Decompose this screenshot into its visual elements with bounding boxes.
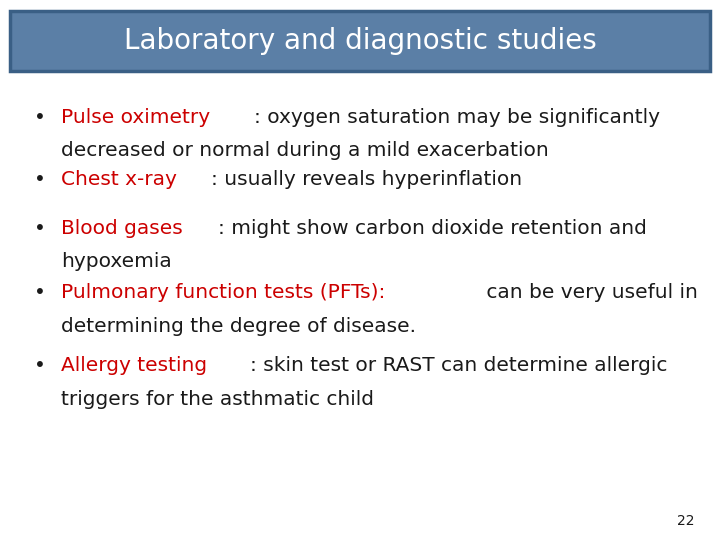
Text: Chest x-ray: Chest x-ray: [61, 170, 177, 189]
Text: : might show carbon dioxide retention and: : might show carbon dioxide retention an…: [218, 219, 647, 238]
Text: : skin test or RAST can determine allergic: : skin test or RAST can determine allerg…: [250, 356, 667, 375]
Text: Blood gases: Blood gases: [61, 219, 183, 238]
Text: triggers for the asthmatic child: triggers for the asthmatic child: [61, 390, 374, 409]
Text: •: •: [34, 284, 45, 302]
Text: hypoxemia: hypoxemia: [61, 252, 172, 271]
Text: Pulse oximetry: Pulse oximetry: [61, 108, 210, 127]
Text: can be very useful in: can be very useful in: [480, 284, 698, 302]
Text: •: •: [34, 219, 45, 238]
Text: : usually reveals hyperinflation: : usually reveals hyperinflation: [211, 170, 522, 189]
Text: : oxygen saturation may be significantly: : oxygen saturation may be significantly: [253, 108, 660, 127]
Text: •: •: [34, 356, 45, 375]
Text: Pulmonary function tests (PFTs):: Pulmonary function tests (PFTs):: [61, 284, 386, 302]
Text: •: •: [34, 170, 45, 189]
Text: Allergy testing: Allergy testing: [61, 356, 207, 375]
Text: determining the degree of disease.: determining the degree of disease.: [61, 317, 416, 336]
Text: •: •: [34, 108, 45, 127]
Text: Laboratory and diagnostic studies: Laboratory and diagnostic studies: [124, 27, 596, 55]
FancyBboxPatch shape: [10, 11, 710, 71]
Text: decreased or normal during a mild exacerbation: decreased or normal during a mild exacer…: [61, 141, 549, 160]
Text: 22: 22: [678, 514, 695, 528]
